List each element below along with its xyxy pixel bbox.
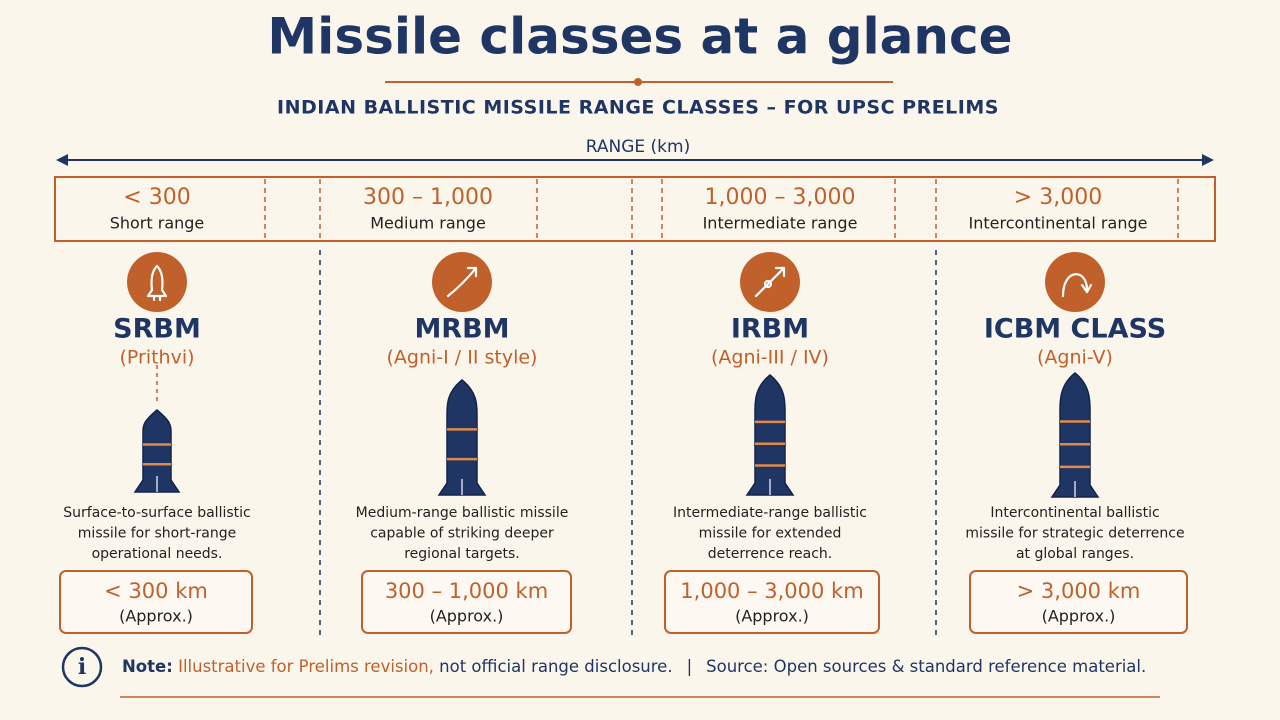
description-line: Intercontinental ballistic — [990, 505, 1159, 521]
class-example: (Agni-III / IV) — [711, 347, 829, 369]
range-box-value: > 3,000 km — [1017, 579, 1141, 603]
icon-glyph — [146, 264, 168, 302]
class-name: MRBM — [414, 314, 509, 345]
column-dividers — [319, 250, 937, 636]
note-label: Note: — [122, 657, 173, 676]
class-name: SRBM — [113, 314, 201, 345]
range-box-approx: (Approx.) — [430, 607, 504, 626]
class-name: IRBM — [731, 314, 809, 345]
range-name: Short range — [110, 214, 205, 233]
icon-glyph — [1061, 273, 1093, 298]
range-box-value: 1,000 – 3,000 km — [680, 579, 863, 603]
info-icon — [61, 646, 103, 688]
range-box — [664, 570, 880, 634]
description-line: missile for strategic deterrence — [965, 526, 1184, 542]
range-value: 1,000 – 3,000 — [705, 185, 856, 210]
range-value: < 300 — [123, 185, 190, 210]
range-value: 300 – 1,000 — [363, 185, 493, 210]
range-box-approx: (Approx.) — [119, 607, 193, 626]
note-highlight: Illustrative for Prelims revision, — [178, 657, 434, 676]
description-line: regional targets. — [404, 546, 520, 562]
description-line: missile for short-range — [78, 526, 236, 542]
title: Missile classes at a glance — [267, 8, 1012, 66]
range-box-approx: (Approx.) — [735, 607, 809, 626]
class-icon — [1045, 252, 1105, 312]
range-box-approx: (Approx.) — [1042, 607, 1116, 626]
range-name: Medium range — [370, 214, 486, 233]
icon-glyph — [446, 266, 478, 298]
description-line: deterrence reach. — [708, 546, 832, 562]
description-line: missile for extended — [699, 526, 842, 542]
subtitle: INDIAN BALLISTIC MISSILE RANGE CLASSES –… — [277, 97, 999, 119]
class-name: ICBM CLASS — [984, 314, 1166, 345]
class-example: (Prithvi) — [119, 347, 194, 369]
note-text: not official range disclosure. — [439, 657, 672, 676]
info-glyph: i — [78, 654, 86, 680]
range-box — [59, 570, 253, 634]
description-line: Surface-to-surface ballistic — [63, 505, 250, 521]
description-line: Medium-range ballistic missile — [356, 505, 569, 521]
description-line: at global ranges. — [1016, 546, 1134, 562]
icon-glyph — [754, 266, 786, 298]
range-band — [54, 176, 1216, 242]
band-dividers — [264, 179, 1179, 239]
description-line: Intermediate-range ballistic — [673, 505, 867, 521]
class-example: (Agni-V) — [1037, 347, 1113, 369]
range-name: Intermediate range — [703, 214, 858, 233]
range-box-value: 300 – 1,000 km — [385, 579, 548, 603]
description-line: operational needs. — [92, 546, 223, 562]
note-source: Source: Open sources & standard referenc… — [706, 657, 1146, 676]
description-line: capable of striking deeper — [370, 526, 554, 542]
range-box — [361, 570, 572, 634]
note-separator: | — [687, 657, 693, 676]
note: Note: Illustrative for Prelims revision,… — [122, 657, 1146, 676]
range-value: > 3,000 — [1014, 185, 1102, 210]
class-example: (Agni-I / II style) — [387, 347, 538, 369]
range-box-value: < 300 km — [104, 579, 208, 603]
range-name: Intercontinental range — [969, 214, 1148, 233]
range-box — [969, 570, 1188, 634]
axis-label: RANGE (km) — [586, 137, 690, 157]
title-dot — [634, 78, 642, 86]
class-icon — [127, 252, 187, 312]
